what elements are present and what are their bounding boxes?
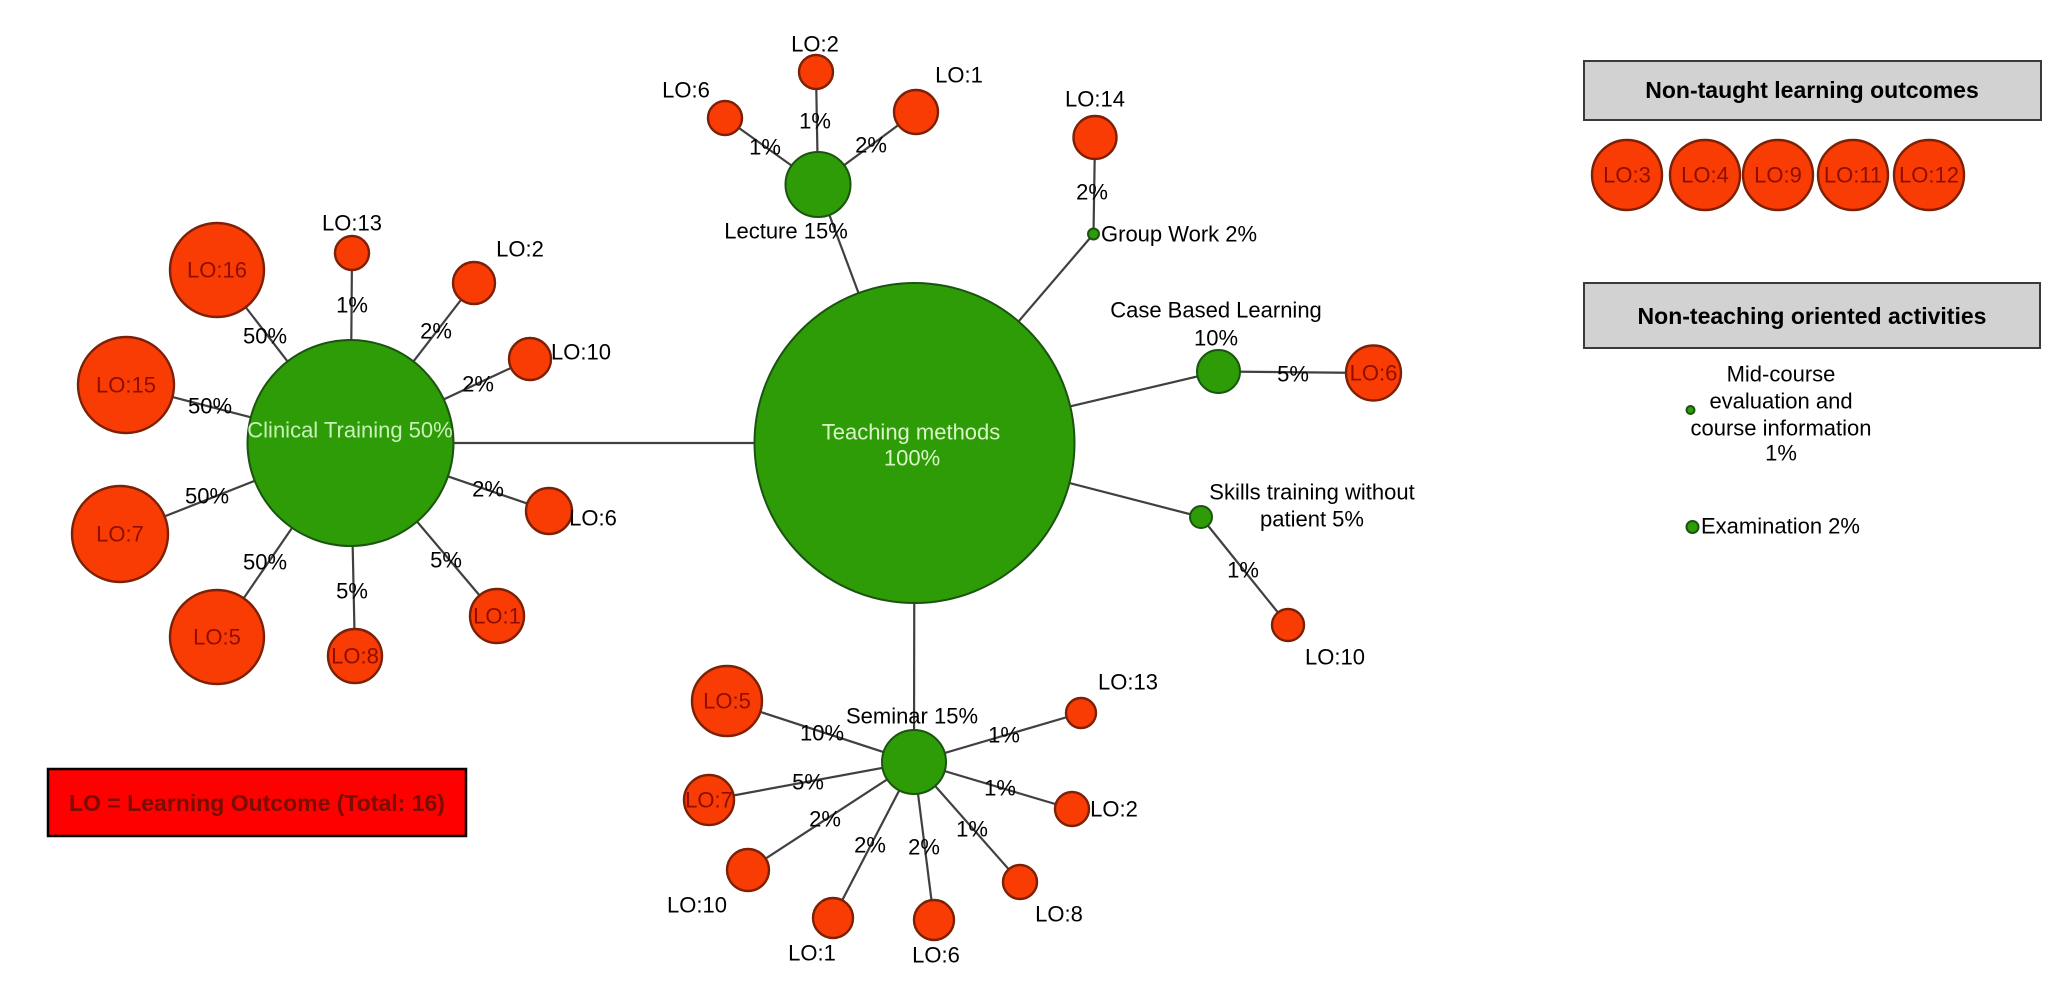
svg-text:1%: 1%	[749, 135, 781, 160]
svg-text:LO:5: LO:5	[703, 689, 751, 714]
svg-text:patient 5%: patient 5%	[1260, 507, 1364, 532]
svg-text:Group Work 2%: Group Work 2%	[1101, 222, 1257, 247]
svg-text:LO:16: LO:16	[187, 258, 247, 283]
svg-text:LO:6: LO:6	[662, 78, 710, 103]
svg-text:2%: 2%	[908, 835, 940, 860]
svg-text:LO:8: LO:8	[331, 644, 379, 669]
svg-text:Teaching methods: Teaching methods	[822, 420, 1001, 445]
svg-text:Clinical Training 50%: Clinical Training 50%	[247, 418, 452, 443]
svg-text:Case Based Learning: Case Based Learning	[1110, 298, 1322, 323]
svg-text:LO:9: LO:9	[1754, 163, 1802, 188]
svg-text:50%: 50%	[185, 484, 229, 509]
svg-text:Non-taught learning outcomes: Non-taught learning outcomes	[1645, 77, 1979, 103]
svg-text:LO:10: LO:10	[551, 340, 611, 365]
svg-text:Non-teaching oriented activiti: Non-teaching oriented activities	[1638, 303, 1987, 329]
svg-text:LO:2: LO:2	[1090, 797, 1138, 822]
svg-text:1%: 1%	[799, 109, 831, 134]
svg-text:2%: 2%	[855, 133, 887, 158]
svg-text:LO:10: LO:10	[1305, 645, 1365, 670]
svg-text:LO:4: LO:4	[1681, 163, 1729, 188]
svg-text:LO:1: LO:1	[473, 604, 521, 629]
svg-text:Seminar 15%: Seminar 15%	[846, 704, 978, 729]
svg-text:2%: 2%	[472, 477, 504, 502]
svg-text:LO:11: LO:11	[1824, 163, 1882, 188]
svg-text:Mid-course: Mid-course	[1727, 362, 1836, 387]
svg-text:LO:7: LO:7	[96, 522, 144, 547]
svg-text:5%: 5%	[336, 579, 368, 604]
svg-text:LO:15: LO:15	[96, 373, 156, 398]
svg-text:LO:1: LO:1	[935, 63, 983, 88]
svg-text:LO:7: LO:7	[685, 788, 733, 813]
svg-text:LO = Learning Outcome (Total:: LO = Learning Outcome (Total: 16)	[69, 790, 445, 816]
svg-text:LO:5: LO:5	[193, 625, 241, 650]
svg-text:LO:10: LO:10	[667, 893, 727, 918]
svg-text:1%: 1%	[336, 293, 368, 318]
svg-text:LO:6: LO:6	[569, 506, 617, 531]
svg-text:5%: 5%	[430, 548, 462, 573]
svg-text:LO:2: LO:2	[791, 32, 839, 57]
svg-text:LO:12: LO:12	[1899, 163, 1959, 188]
svg-text:evaluation and: evaluation and	[1709, 389, 1852, 414]
svg-text:5%: 5%	[792, 770, 824, 795]
svg-text:1%: 1%	[1765, 441, 1797, 466]
svg-text:LO:13: LO:13	[322, 211, 382, 236]
svg-text:100%: 100%	[884, 446, 940, 471]
svg-text:LO:1: LO:1	[788, 941, 836, 966]
svg-text:2%: 2%	[420, 319, 452, 344]
svg-text:Examination 2%: Examination 2%	[1701, 514, 1860, 539]
svg-text:50%: 50%	[243, 324, 287, 349]
svg-text:5%: 5%	[1277, 362, 1309, 387]
svg-text:course information: course information	[1691, 416, 1872, 441]
svg-text:Skills training without: Skills training without	[1209, 480, 1414, 505]
svg-text:Lecture 15%: Lecture 15%	[724, 219, 848, 244]
svg-text:10%: 10%	[1194, 326, 1238, 351]
svg-text:10%: 10%	[800, 721, 844, 746]
svg-text:50%: 50%	[243, 550, 287, 575]
svg-text:2%: 2%	[854, 833, 886, 858]
svg-text:2%: 2%	[809, 807, 841, 832]
svg-text:50%: 50%	[188, 394, 232, 419]
svg-text:LO:8: LO:8	[1035, 902, 1083, 927]
svg-text:LO:6: LO:6	[912, 943, 960, 968]
svg-text:LO:3: LO:3	[1603, 163, 1651, 188]
svg-text:2%: 2%	[462, 372, 494, 397]
svg-text:LO:13: LO:13	[1098, 670, 1158, 695]
svg-text:1%: 1%	[1227, 558, 1259, 583]
svg-text:1%: 1%	[988, 723, 1020, 748]
svg-text:LO:6: LO:6	[1350, 361, 1398, 386]
svg-text:1%: 1%	[984, 776, 1016, 801]
svg-text:1%: 1%	[956, 817, 988, 842]
svg-text:LO:14: LO:14	[1065, 87, 1125, 112]
svg-text:2%: 2%	[1076, 180, 1108, 205]
svg-text:LO:2: LO:2	[496, 237, 544, 262]
